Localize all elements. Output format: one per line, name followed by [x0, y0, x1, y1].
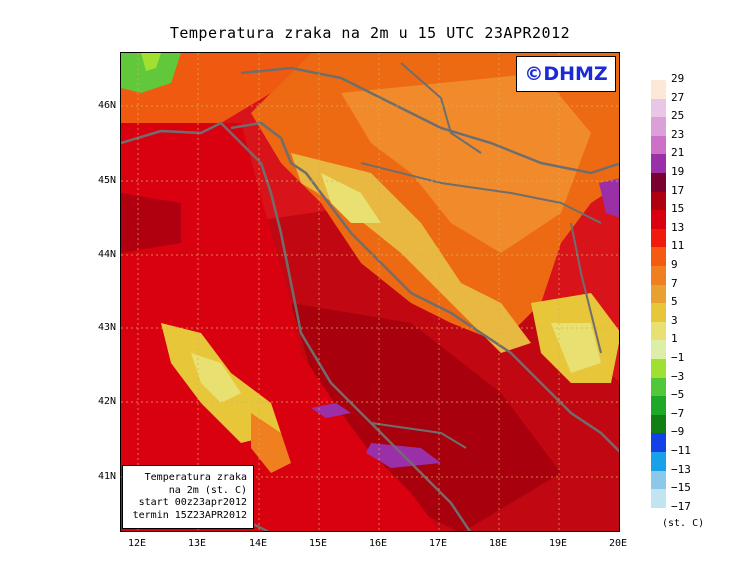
legend-swatch [651, 80, 666, 99]
cold-alpine-core [141, 53, 161, 71]
legend-level-label: 11 [671, 239, 685, 253]
italy-coastline [121, 121, 472, 531]
legend-swatch [651, 191, 666, 211]
legend-level-label: −7 [671, 406, 685, 420]
legend-swatch [651, 135, 666, 155]
lon-label-14e: 14E [248, 538, 268, 549]
legend-level-label: −17 [671, 499, 691, 513]
legend-swatch [651, 228, 666, 248]
dhmz-logo: ©DHMZ [516, 56, 616, 92]
info-line-4: termin 15Z23APR2012 [132, 509, 247, 521]
legend-swatch [651, 154, 666, 173]
legend-level-label: 3 [671, 313, 678, 327]
border-north [240, 66, 619, 175]
info-line-1: Temperatura zraka [144, 472, 247, 483]
legend-swatch [651, 117, 666, 136]
legend-level-label: −11 [671, 444, 691, 457]
legend-swatch [651, 210, 666, 229]
map-title: Temperatura zraka na 2m u 15 UTC 23APR20… [169, 24, 571, 42]
legend-swatch [651, 377, 666, 397]
border-croatia-bosnia [360, 162, 602, 224]
map-info-box: Temperatura zraka na 2m (st. C) start 00… [122, 465, 254, 529]
legend-level-label: 21 [671, 146, 685, 160]
legend-swatch [651, 321, 666, 341]
legend-swatch [651, 396, 666, 415]
lon-label-20e: 20E [608, 538, 628, 549]
legend-swatch [651, 173, 666, 192]
lat-label-42n: 42N [97, 396, 116, 407]
legend-level-label: 15 [671, 202, 685, 216]
legend-swatch [651, 452, 666, 471]
legend-level-label: 17 [671, 183, 685, 197]
legend-swatch [651, 247, 666, 266]
legend-swatch [651, 489, 666, 508]
cold-alpine-zone [121, 53, 181, 93]
lon-label-19e: 19E [548, 538, 568, 549]
lon-label-13e: 13E [187, 538, 207, 549]
graticule [121, 53, 619, 531]
hot-spot-east [599, 178, 619, 218]
legend-swatch [651, 433, 666, 452]
lon-label-15e: 15E [308, 538, 328, 549]
balkan-coastline [230, 121, 619, 453]
legend-swatch [651, 303, 666, 322]
lon-label-16e: 16E [368, 538, 388, 549]
lat-label-44n: 44N [97, 249, 116, 260]
legend-level-label: −3 [671, 369, 685, 383]
legend-level-label: 5 [671, 295, 678, 309]
lat-label-43n: 43N [97, 322, 116, 333]
legend-unit: (st. C) [662, 518, 705, 529]
legend-swatch [651, 266, 666, 285]
lat-label-41n: 41N [97, 471, 116, 482]
lat-label-46n: 46N [97, 100, 116, 111]
southern-italy-highlands [251, 413, 291, 473]
legend-swatch [651, 359, 666, 378]
legend-level-label: 19 [671, 165, 685, 178]
lon-label-17e: 17E [428, 538, 448, 549]
legend-level-label: −5 [671, 388, 685, 402]
lat-label-45n: 45N [97, 175, 116, 186]
land-inland-cool [341, 73, 591, 253]
legend-level-label: −9 [671, 425, 685, 439]
apennines-cool [191, 353, 241, 403]
hot-spot-adriatic [311, 403, 351, 418]
legend-level-label: 7 [671, 276, 678, 290]
map-canvas [121, 53, 619, 531]
gargano-coast [370, 422, 467, 449]
montenegro-cool [551, 323, 601, 373]
legend-level-label: 25 [671, 109, 685, 123]
po-valley-warm [121, 193, 181, 253]
temperature-map [120, 52, 620, 532]
velebit-cool [321, 173, 381, 223]
border-slovenia [400, 62, 482, 154]
lon-label-12e: 12E [127, 538, 147, 549]
legend-level-label: 1 [671, 332, 678, 346]
legend-swatch [651, 98, 666, 118]
legend-swatch [651, 340, 666, 359]
lon-label-18e: 18E [488, 538, 508, 549]
legend-level-label: 23 [671, 127, 685, 141]
legend-level-label: −15 [671, 481, 691, 495]
legend-level-label: −1 [671, 351, 685, 364]
legend-swatch [651, 284, 666, 304]
legend-level-label: 27 [671, 90, 685, 104]
legend-level-label: −13 [671, 462, 691, 476]
land-italy [121, 123, 440, 531]
info-line-2: na 2m (st. C) [168, 484, 247, 496]
legend-swatch [651, 414, 666, 434]
legend-level-label: 13 [671, 220, 685, 234]
legend-level-label: 29 [671, 72, 685, 85]
legend-level-label: 9 [671, 258, 678, 271]
border-bosnia-serbia [570, 222, 602, 354]
info-line-3: start 00z23apr2012 [138, 497, 247, 508]
legend-swatch [651, 470, 666, 490]
